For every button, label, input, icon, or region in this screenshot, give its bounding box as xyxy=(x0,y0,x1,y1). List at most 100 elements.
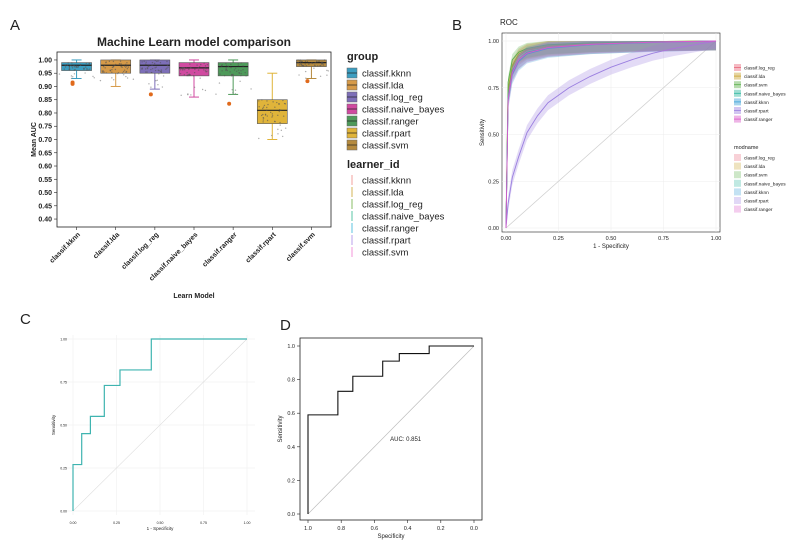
panel-a-outlier xyxy=(305,79,310,84)
panel-a-jitter-point xyxy=(271,115,274,117)
panel-a-box-group xyxy=(99,59,135,87)
panel-b-ytick-label: 0.00 xyxy=(488,226,499,232)
panel-a-jitter-point xyxy=(159,62,162,64)
panel-b-xtick-label: 0.00 xyxy=(501,236,512,242)
panel-a-jitter-point xyxy=(190,94,192,96)
panel-a-jitter-point xyxy=(225,69,227,72)
panel-b-ytick-label: 0.75 xyxy=(488,86,499,92)
panel-a-jitter-point xyxy=(111,71,113,74)
panel-c-diagonal xyxy=(72,338,248,512)
panel-a-jitter-point xyxy=(302,64,304,67)
panel-a-jitter-point xyxy=(185,67,188,70)
panel-a-jitter-point xyxy=(189,63,191,65)
panel-b-series-band xyxy=(506,41,716,228)
panel-a-jitter-point xyxy=(189,66,192,69)
panel-d-ytick-label: 0.2 xyxy=(287,478,295,484)
panel-a-jitter-point xyxy=(186,71,188,74)
panel-c-xtick-label: 0.50 xyxy=(157,521,164,525)
panel-a-jitter-point xyxy=(298,74,300,76)
panel-a-jitter-point xyxy=(73,73,76,75)
panel-a-jitter-point xyxy=(204,70,207,72)
panel-a-jitter-point xyxy=(278,110,280,113)
panel-a-jitter-point xyxy=(262,113,264,116)
panel-a-jitter-point xyxy=(234,93,237,95)
panel-a-jitter-point xyxy=(317,60,320,62)
panel-a-jitter-point xyxy=(277,128,279,131)
panel-b-xtick-label: 0.75 xyxy=(658,236,669,242)
panel-a-legend-learner-title: learner_id xyxy=(347,159,400,171)
panel-d-auc-annotation: AUC: 0.851 xyxy=(390,437,422,443)
panel-a-jitter-point xyxy=(326,69,328,72)
panel-a-jitter-point xyxy=(68,66,71,68)
panel-a-jitter-point xyxy=(235,70,238,72)
panel-b-legend-fill-key xyxy=(734,154,741,161)
panel-a-jitter-point xyxy=(146,67,149,70)
panel-a-jitter-point xyxy=(86,69,88,71)
panel-b-legend-fill-item: classif.naive_bayes xyxy=(744,181,786,187)
panel-a-jitter-point xyxy=(279,124,281,126)
panel-a-jitter-point xyxy=(65,63,68,66)
panel-a-jitter-point xyxy=(318,60,321,62)
panel-a-jitter-point xyxy=(188,68,190,71)
panel-a-jitter-point xyxy=(125,75,127,78)
panel-a-jitter-point xyxy=(284,127,287,129)
panel-b-ylabel: Sensitivity xyxy=(480,119,486,146)
panel-a-jitter-point xyxy=(58,73,61,75)
panel-c-ytick-label: 0.75 xyxy=(60,381,67,385)
panel-a-jitter-point xyxy=(279,121,281,124)
panel-a-box-group xyxy=(139,59,171,97)
panel-a-xlabel: Learn Model xyxy=(173,293,214,300)
panel-a-jitter-point xyxy=(111,77,113,79)
panel-d-ytick-label: 0.4 xyxy=(287,445,295,451)
panel-a-legend-learner-item: classif.log_reg xyxy=(362,200,423,211)
panel-a-jitter-point xyxy=(102,71,104,73)
panel-b-diagonal xyxy=(505,40,717,229)
panel-a-title: Machine Learn model comparison xyxy=(97,35,291,49)
panel-a-jitter-point xyxy=(311,62,313,64)
panel-a-jitter-point xyxy=(70,75,73,77)
panel-b-legend-item: classif.lda xyxy=(744,74,765,80)
panel-a-jitter-point xyxy=(114,68,117,71)
panel-a-jitter-point xyxy=(103,64,106,66)
panel-a-jitter-point xyxy=(221,70,223,72)
panel-a-jitter-point xyxy=(204,89,207,92)
panel-a-jitter-point xyxy=(157,84,159,86)
panel-b-legend-fill-key xyxy=(734,205,741,213)
panel-a-jitter-point xyxy=(200,63,202,66)
panel-a-jitter-point xyxy=(271,113,274,115)
panel-a-jitter-point xyxy=(263,104,266,107)
panel-a-jitter-point xyxy=(151,61,154,64)
panel-c-ytick-label: 0.00 xyxy=(60,510,67,514)
panel-a-jitter-point xyxy=(232,74,234,77)
panel-a-jitter-point xyxy=(315,60,318,63)
panel-a-jitter-point xyxy=(201,88,204,91)
panel-d-roc-line xyxy=(307,345,474,514)
panel-a-jitter-point xyxy=(88,63,90,65)
panel-a-jitter-point xyxy=(154,69,157,72)
panel-a-jitter-point xyxy=(85,62,88,64)
panel-a-jitter-point xyxy=(232,92,234,94)
panel-a-jitter-point xyxy=(77,66,79,68)
panel-b-ytick-label: 0.50 xyxy=(488,133,499,139)
panel-a-jitter-point xyxy=(73,65,75,67)
panel-a-jitter-point xyxy=(154,59,156,62)
panel-a-jitter-point xyxy=(151,64,153,66)
panel-a-jitter-point xyxy=(189,73,191,76)
panel-d-xtick-label: 0.8 xyxy=(337,526,345,532)
panel-a-jitter-point xyxy=(198,66,201,68)
panel-a-jitter-point xyxy=(126,62,128,64)
panel-a-jitter-point xyxy=(197,67,200,69)
panel-c-xtick-label: 0.75 xyxy=(200,521,207,525)
panel-a-jitter-point xyxy=(145,71,147,73)
panel-a-jitter-point xyxy=(260,114,263,117)
panel-a-jitter-point xyxy=(327,70,329,72)
panel-a-jitter-point xyxy=(183,67,186,69)
panel-b-legend-fill-item: classif.lda xyxy=(744,164,765,170)
panel-a-jitter-point xyxy=(126,68,129,70)
panel-b-series-band xyxy=(506,41,716,228)
panel-a-jitter-point xyxy=(104,67,106,69)
panel-a-legend-group-item: classif.naive_bayes xyxy=(362,105,445,116)
panel-a-jitter-point xyxy=(105,72,108,74)
panel-b-legend-item: classif.rpart xyxy=(744,109,769,115)
panel-a-jitter-point xyxy=(143,60,145,62)
